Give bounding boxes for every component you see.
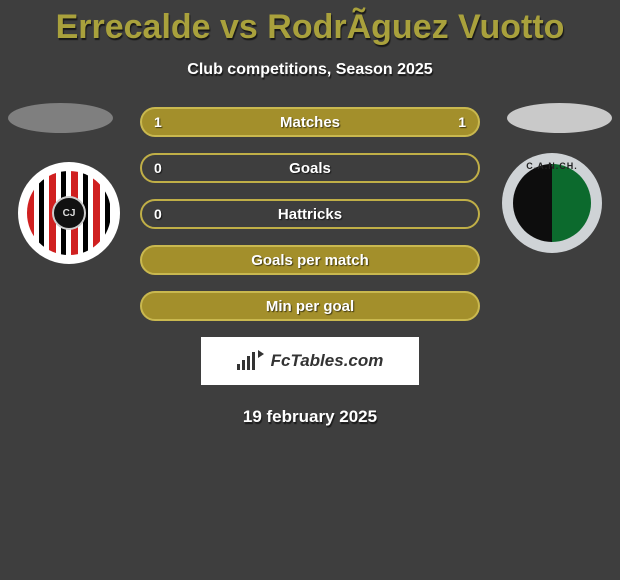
stat-label: Goals [289, 160, 331, 177]
fctables-logo: FcTables.com [201, 337, 419, 385]
comparison-area: CJ C.A.N.CH. 1 Matches 1 0 Goals 0 Hattricks Go… [0, 107, 620, 427]
stat-left-value: 0 [154, 160, 162, 176]
arrow-icon [258, 350, 264, 358]
right-club-badge: C.A.N.CH. [502, 153, 602, 253]
nueva-chicago-badge-icon: C.A.N.CH. [502, 153, 602, 253]
left-player-oval [8, 103, 113, 133]
right-player-oval [507, 103, 612, 133]
left-club-badge: CJ [18, 162, 120, 264]
logo-text: FcTables.com [271, 351, 384, 371]
page-title: Errecalde vs RodrÃ­guez Vuotto [0, 0, 620, 47]
stat-label: Hattricks [278, 206, 342, 223]
stat-bar: Goals per match [140, 245, 480, 275]
stat-label: Goals per match [251, 252, 369, 269]
stat-bar: 0 Hattricks [140, 199, 480, 229]
stat-label: Min per goal [266, 298, 354, 315]
stat-left-value: 1 [154, 114, 162, 130]
bar-chart-icon [237, 352, 255, 370]
stat-right-value: 1 [458, 114, 466, 130]
right-badge-arc-text: C.A.N.CH. [502, 161, 602, 171]
stat-left-value: 0 [154, 206, 162, 222]
stat-bars: 1 Matches 1 0 Goals 0 Hattricks Goals per match… [140, 107, 480, 321]
stat-bar: Min per goal [140, 291, 480, 321]
chacarita-badge-icon: CJ [18, 162, 120, 264]
stat-label: Matches [280, 114, 340, 131]
stat-bar: 0 Goals [140, 153, 480, 183]
left-badge-text: CJ [52, 196, 86, 230]
stat-bar: 1 Matches 1 [140, 107, 480, 137]
footer-date: 19 february 2025 [0, 407, 620, 427]
page-subtitle: Club competitions, Season 2025 [0, 61, 620, 79]
